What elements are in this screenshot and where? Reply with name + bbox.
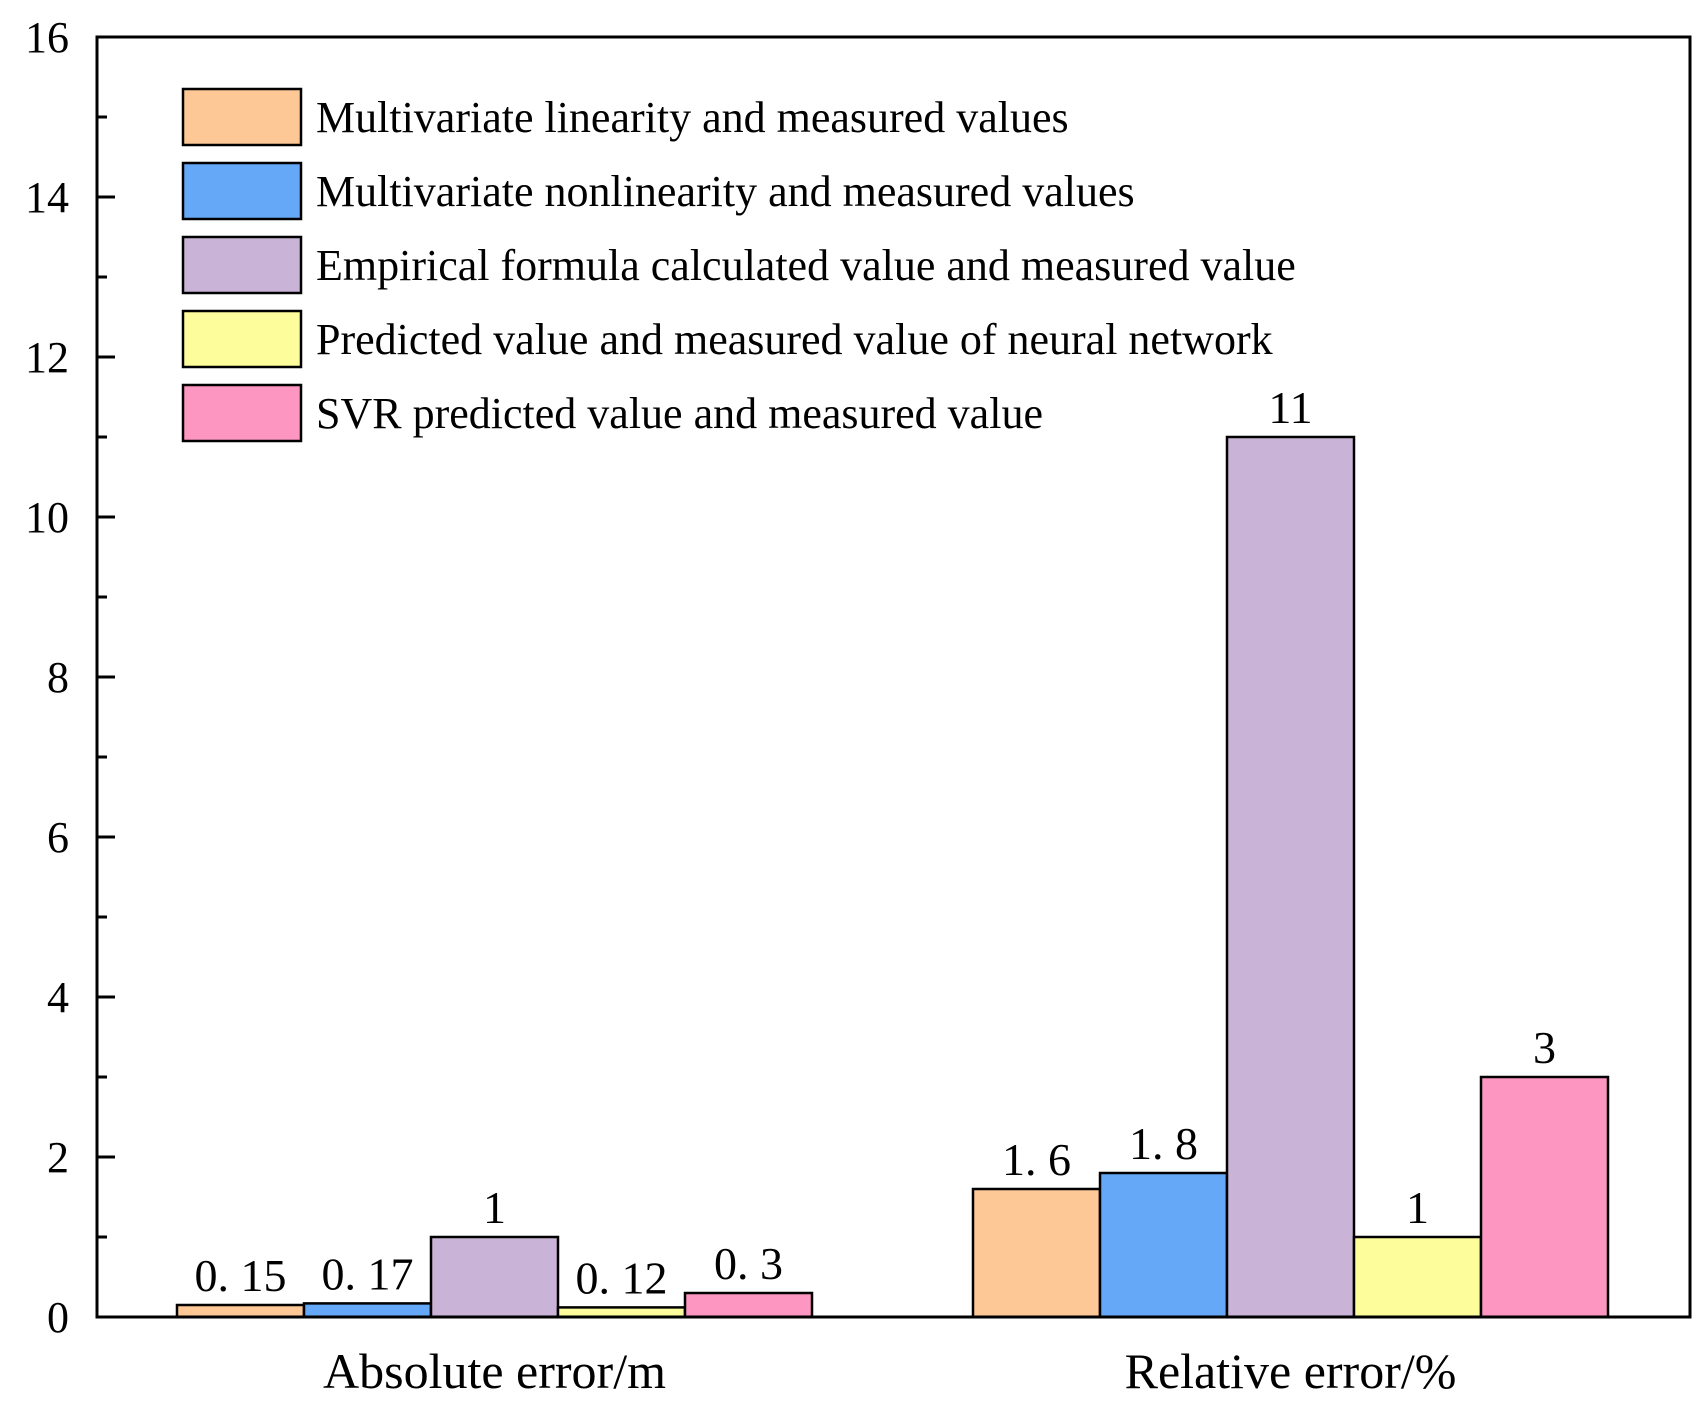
bar-2-2 [1098,1171,1229,1319]
legend-label-2: Multivariate nonlinearity and measured v… [316,167,1135,216]
y-tick-label: 12 [25,333,69,382]
data-label-1-5: 0. 3 [714,1238,783,1289]
data-label-1-3: 1 [483,1182,506,1233]
legend: Multivariate linearity and measured valu… [181,87,1296,443]
data-label-1-1: 0. 15 [195,1250,287,1301]
x-axis: Absolute error/m Relative error/% [323,1343,1456,1399]
y-tick-label: 16 [25,13,69,62]
data-label-2-3: 11 [1268,382,1312,433]
bar-1-3 [429,1235,560,1319]
plot-frame [95,35,1692,1319]
bar-1-1 [175,1303,306,1319]
y-tick-label: 2 [47,1133,69,1182]
bar-2-3 [1225,435,1356,1319]
legend-swatch-3 [181,235,303,295]
y-tick-label: 4 [47,973,69,1022]
legend-swatch-4 [181,309,303,369]
data-label-2-5: 3 [1533,1022,1556,1073]
data-label-2-4: 1 [1406,1182,1429,1233]
legend-label-3: Empirical formula calculated value and m… [316,241,1296,290]
x-category-label: Relative error/% [1125,1343,1457,1399]
x-category-label: Absolute error/m [323,1343,666,1399]
data-label-2-2: 1. 8 [1129,1118,1198,1169]
bar-2-5 [1479,1075,1610,1319]
data-label-2-1: 1. 6 [1002,1134,1071,1185]
data-label-1-4: 0. 12 [576,1252,668,1303]
bar-2-1 [971,1187,1102,1319]
legend-label-5: SVR predicted value and measured value [316,389,1043,438]
data-label-1-2: 0. 17 [322,1248,414,1299]
y-tick-label: 8 [47,653,69,702]
y-tick-label: 10 [25,493,69,542]
bar-1-5 [683,1291,814,1319]
legend-swatch-1 [181,87,303,147]
legend-swatch-2 [181,161,303,221]
y-tick-label: 6 [47,813,69,862]
legend-label-4: Predicted value and measured value of ne… [316,315,1273,364]
y-tick-label: 14 [25,173,69,222]
bars-layer [175,435,1610,1319]
legend-label-1: Multivariate linearity and measured valu… [316,93,1069,142]
bar-2-4 [1352,1235,1483,1319]
y-tick-label: 0 [47,1293,69,1342]
legend-swatch-5 [181,383,303,443]
y-axis: 0 2 4 6 8 10 12 14 16 [25,13,115,1342]
bar-1-2 [302,1302,433,1319]
